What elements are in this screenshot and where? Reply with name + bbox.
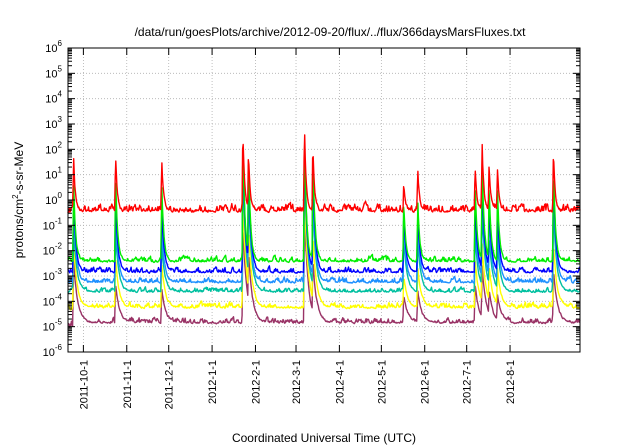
x-tick-label: 2012-8-1: [505, 360, 517, 404]
x-axis-label: Coordinated Universal Time (UTC): [232, 431, 416, 445]
y-tick-label: 10-1: [43, 216, 63, 232]
series-line-1: [67, 134, 581, 214]
series-layer: [67, 134, 581, 328]
y-tick-label: 10-6: [43, 343, 63, 359]
x-tick-label: 2011-10-1: [78, 360, 90, 409]
y-axis: 10-6 10-5 10-4 10-3 10-2 10-1 100 101 102 103 104 1…: [43, 39, 580, 359]
x-tick-label: 2012-4-1: [334, 360, 346, 404]
series-line-3: [67, 153, 581, 274]
y-tick-label: 101: [45, 166, 62, 182]
y-tick-label: 105: [45, 64, 62, 80]
x-tick-label: 2012-2-1: [250, 360, 262, 404]
y-tick-label: 102: [45, 140, 62, 156]
y-tick-label: 103: [45, 115, 62, 131]
x-tick-label: 2011-12-1: [164, 360, 176, 409]
y-axis-label: protons/cm2-s-sr-MeV: [11, 142, 26, 258]
series-line-6: [67, 199, 581, 311]
series-line-7: [67, 219, 581, 328]
y-tick-label: 10-2: [43, 242, 63, 258]
chart-title: /data/run/goesPlots/archive/2012-09-20/f…: [135, 25, 527, 39]
x-tick-label: 2012-6-1: [420, 360, 432, 404]
series-line-2: [67, 144, 581, 264]
x-tick-label: 2012-7-1: [462, 360, 474, 404]
y-tick-label: 100: [45, 191, 62, 207]
x-tick-label: 2012-3-1: [291, 360, 303, 404]
x-tick-label: 2012-5-1: [376, 360, 388, 404]
y-tick-label: 10-5: [43, 318, 63, 334]
y-tick-label: 10-4: [43, 292, 63, 308]
x-tick-label: 2011-11-1: [122, 360, 134, 409]
x-axis: 2011-10-1 2011-11-1 2011-12-1 2012-1-1 2012-…: [78, 48, 517, 409]
x-tick-label: 2012-1-1: [207, 360, 219, 404]
grid-lines: [68, 48, 580, 352]
y-tick-label: 10-3: [43, 267, 63, 283]
y-tick-label: 106: [45, 39, 62, 55]
y-tick-label: 104: [45, 90, 62, 106]
series-line-4: [67, 159, 581, 284]
series-line-5: [67, 171, 581, 294]
